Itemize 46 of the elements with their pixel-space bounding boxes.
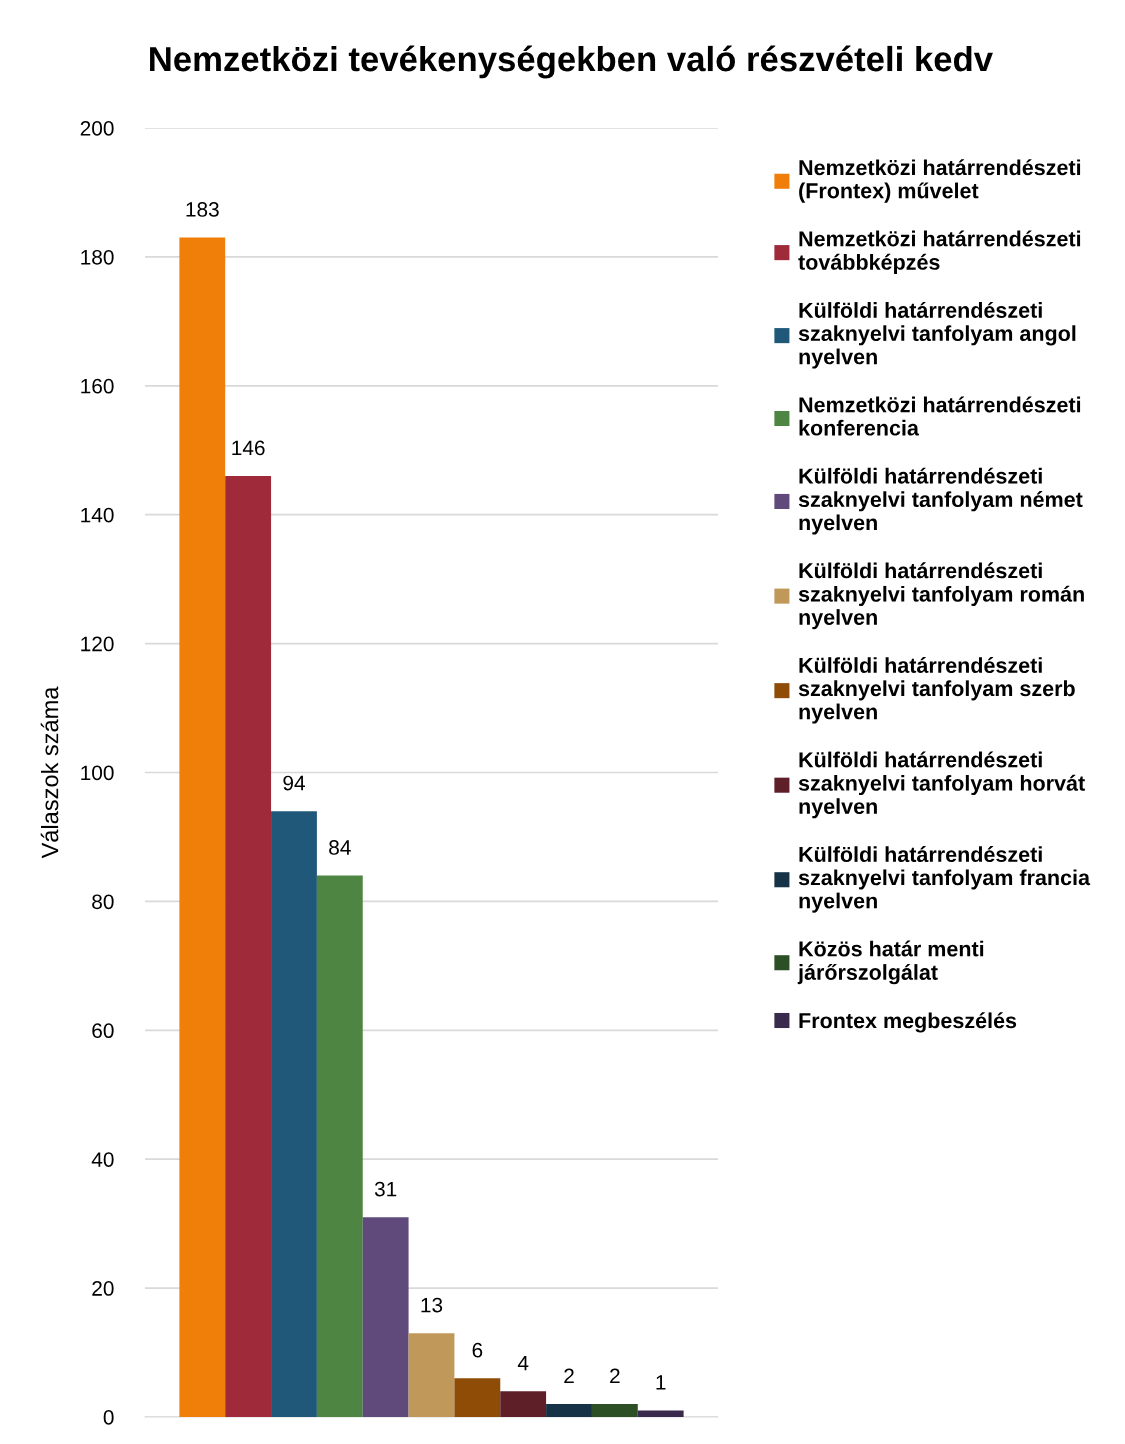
y-tick-label: 40 — [91, 1152, 114, 1167]
bar — [225, 476, 272, 1417]
legend-label: Nemzetközi határrendészeti konferencia — [799, 396, 1081, 436]
legend-label: Külföldi határrendészeti szaknyelvi tanfolyam román nyelven — [798, 562, 1084, 630]
bar — [362, 1217, 409, 1417]
y-tick-label: 140 — [81, 507, 114, 523]
y-tick-label: 20 — [92, 1281, 114, 1296]
legend-label: Nemzetközi határrendészeti továbbképzés — [798, 230, 1081, 275]
legend-label: Külföldi határrendészeti szaknyelvi tanfolyam szerb nyelven — [798, 656, 1075, 724]
data-label: 2 — [564, 1368, 574, 1384]
bar — [408, 1333, 455, 1417]
data-label: 84 — [329, 840, 351, 855]
data-label: 1 — [656, 1375, 666, 1390]
data-label: 2 — [610, 1368, 620, 1384]
y-axis-title: Válaszok száma — [40, 686, 59, 859]
legend-label: Külföldi határrendészeti szaknyelvi tanfolyam francia nyelven — [798, 846, 1091, 913]
legend-label: Frontex megbeszélés — [799, 1012, 1017, 1033]
bar — [179, 237, 226, 1417]
y-tick-label: 180 — [81, 249, 114, 265]
data-label: 4 — [517, 1355, 529, 1371]
data-label: 183 — [186, 202, 219, 217]
legend-label: Külföldi határrendészeti szaknyelvi tanfolyam horvát nyelven — [798, 751, 1085, 819]
legend-label: Külföldi határrendészeti szaknyelvi tanfolyam német nyelven — [798, 467, 1083, 535]
data-label: 94 — [283, 775, 305, 791]
y-tick-label: 60 — [92, 1023, 114, 1039]
legend-label: Külföldi határrendészeti szaknyelvi tanfolyam angol nyelven — [798, 301, 1076, 369]
data-label: 6 — [472, 1342, 483, 1358]
bar — [591, 1404, 638, 1417]
y-tick-label: 100 — [81, 765, 114, 781]
chart-title: Nemzetközi tevékenységekben való részvételi kedv — [150, 45, 993, 79]
bar — [271, 811, 317, 1417]
bar — [454, 1378, 501, 1417]
bar — [500, 1391, 547, 1417]
bar — [546, 1404, 592, 1417]
y-tick-label: 160 — [81, 378, 114, 394]
y-tick-label: 200 — [80, 121, 114, 136]
y-tick-label: 120 — [81, 636, 114, 652]
legend-label: Nemzetközi határrendészeti (Frontex) művelet — [799, 159, 1081, 203]
data-label: 146 — [232, 440, 265, 456]
data-label: 31 — [374, 1181, 397, 1197]
y-tick-label: 80 — [92, 894, 114, 910]
data-label: 13 — [421, 1297, 443, 1313]
bar — [637, 1410, 684, 1417]
y-tick-label: 0 — [103, 1410, 114, 1425]
bar — [316, 875, 363, 1417]
legend-label: Közös határ menti járőrszolgálat — [797, 940, 984, 985]
